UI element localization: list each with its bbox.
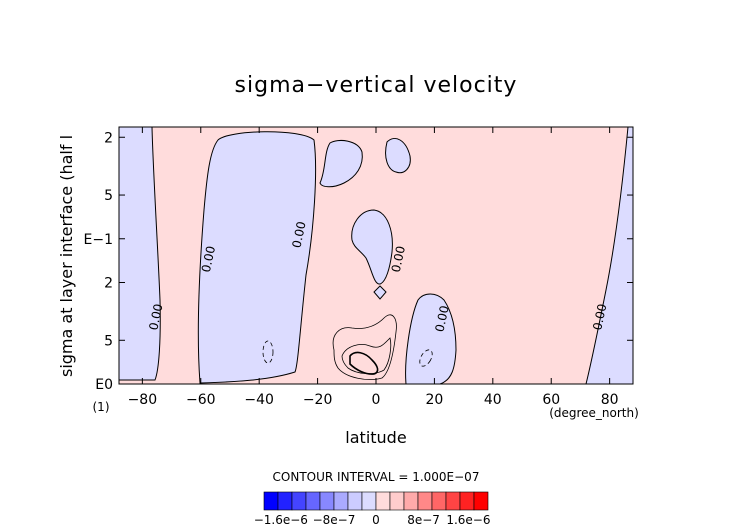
x-axis: −80 −60 −40 −20 0 20 40 60 80 <box>128 127 619 408</box>
y-tick-label: E0 <box>95 377 113 393</box>
colorbar-swatch <box>431 491 447 511</box>
colorbar-swatch <box>305 491 321 511</box>
contour-label: 0.00 <box>389 245 408 274</box>
y-axis-label: sigma at layer interface (half l <box>57 135 76 377</box>
negative-dashed-contour-right <box>419 349 433 367</box>
y-tick-label: 5 <box>104 333 113 349</box>
contour-label: 0.00 <box>146 302 165 331</box>
x-tick-label: 60 <box>542 392 560 408</box>
x-tick-label: −60 <box>186 392 216 408</box>
contour-labels: 0.00 0.00 0.00 0.00 0.00 0.00 <box>146 220 609 333</box>
positive-contour-3 <box>349 351 379 375</box>
negative-region-upper-blob-1 <box>319 139 363 188</box>
x-tick-label: 40 <box>484 392 502 408</box>
colorbar <box>263 491 489 511</box>
colorbar-swatch <box>291 491 307 511</box>
negative-region-south-pole <box>118 126 161 381</box>
x-tick-label: −80 <box>128 392 158 408</box>
colorbar-swatch <box>347 491 363 511</box>
negative-region-diamond <box>373 285 387 300</box>
colorbar-swatch <box>277 491 293 511</box>
contour-label: 0.00 <box>590 302 609 331</box>
colorbar-swatch <box>403 491 419 511</box>
contour-interval-text: CONTOUR INTERVAL = 1.000E−07 <box>273 470 480 484</box>
negative-region-central <box>351 209 393 285</box>
negative-region-southern-midlat <box>197 131 317 384</box>
contour-label: 0.00 <box>433 304 452 333</box>
x-axis-label: latitude <box>345 428 406 447</box>
y-tick-label: 5 <box>104 188 113 204</box>
negative-region-north-pole <box>585 126 634 385</box>
colorbar-swatch <box>375 491 391 511</box>
colorbar-swatch <box>361 491 377 511</box>
positive-contour-1 <box>332 314 397 380</box>
colorbar-tick-label: −1.6e−6 <box>254 513 308 527</box>
x-tick-label: 0 <box>372 392 381 408</box>
colorbar-swatch <box>459 491 475 511</box>
y-tick-label: 2 <box>104 275 113 291</box>
contour-label: 0.00 <box>199 245 218 274</box>
y-axis: 2 5 E−1 2 5 E0 <box>84 130 633 393</box>
colorbar-labels: −1.6e−6 −8e−7 0 8e−7 1.6e−6 <box>254 513 491 527</box>
negative-region-upper-blob-2 <box>385 138 411 174</box>
colorbar-swatch <box>389 491 405 511</box>
colorbar-swatch <box>319 491 335 511</box>
x-tick-label: 20 <box>425 392 443 408</box>
contour-label: 0.00 <box>289 220 308 249</box>
colorbar-swatch <box>417 491 433 511</box>
y-axis-note: (1) <box>93 400 110 414</box>
x-unit-label: (degree_north) <box>549 406 639 420</box>
chart-title: sigma−vertical velocity <box>235 73 518 98</box>
colorbar-tick-label: 8e−7 <box>407 513 440 527</box>
colorbar-swatch <box>263 491 279 511</box>
negative-region-northern-lower <box>405 293 457 385</box>
y-tick-label: E−1 <box>84 232 113 248</box>
colorbar-tick-label: 1.6e−6 <box>446 513 490 527</box>
colorbar-swatch <box>333 491 349 511</box>
colorbar-tick-label: 0 <box>372 513 380 527</box>
colorbar-swatch <box>473 491 489 511</box>
contour-fields <box>118 126 634 385</box>
negative-dashed-contour-left <box>262 340 274 364</box>
x-tick-label: 80 <box>601 392 619 408</box>
y-tick-label: 2 <box>104 130 113 146</box>
colorbar-tick-label: −8e−7 <box>313 513 356 527</box>
x-tick-label: −40 <box>244 392 274 408</box>
positive-contour-2 <box>341 337 392 374</box>
colorbar-swatch <box>445 491 461 511</box>
x-tick-label: −20 <box>303 392 333 408</box>
